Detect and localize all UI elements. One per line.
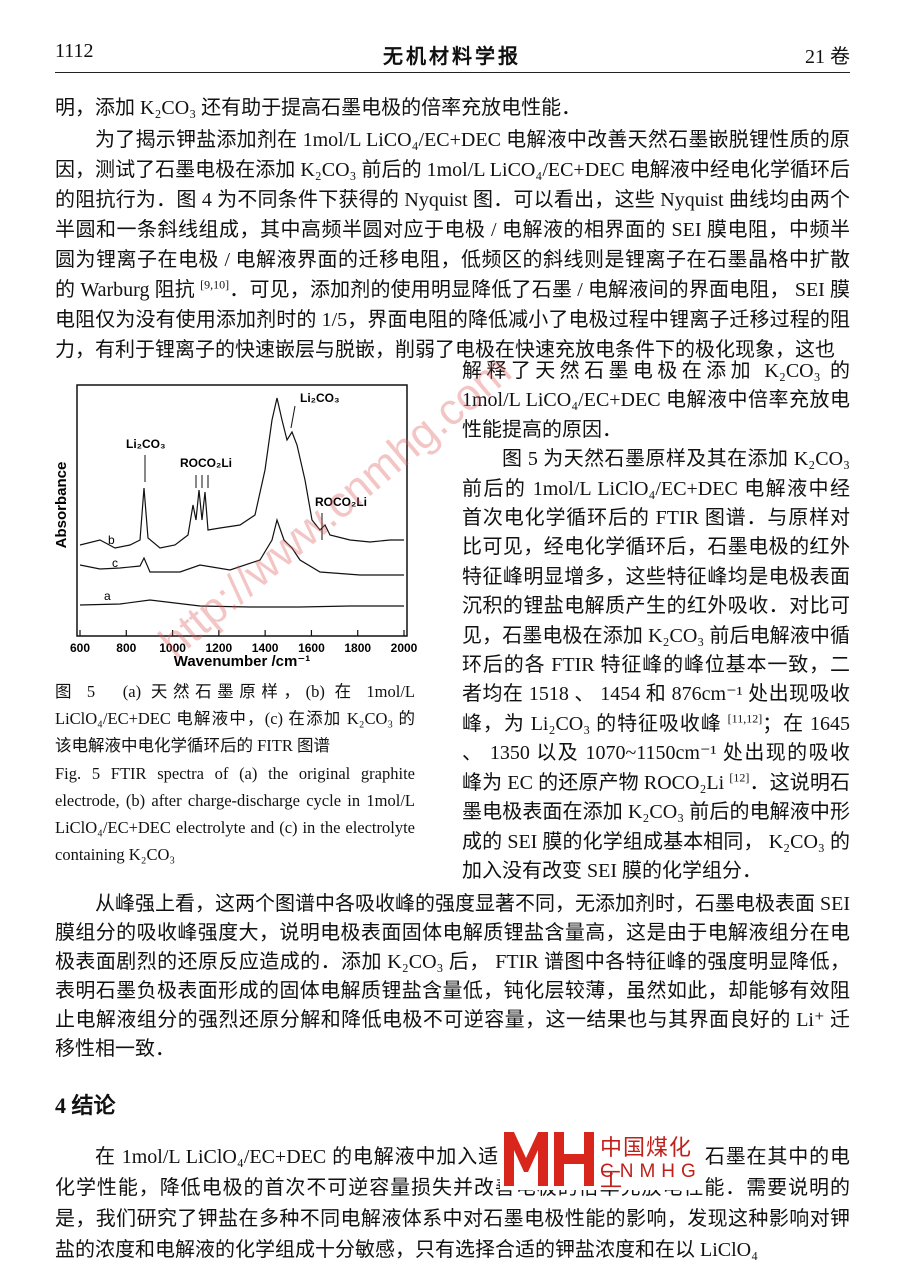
section-heading: 4 结论 [55,1093,116,1118]
logo-code: CNMHG [600,1161,702,1182]
curve-label: a [104,589,111,603]
header-rule [55,72,850,73]
curve-label: b [108,533,115,547]
paragraph: 解释了天然石墨电极在添加 K₂CO₃ 的 1mol/L LiCO₄/EC+DEC… [462,360,850,441]
peak-annotation: ROCO₂Li [180,456,232,470]
page-number: 1112 [55,40,94,62]
text: ．可见，添加剂的使用明显降低了石墨 / 电解液间的界面电阻， SEI 膜电阻仅为… [55,279,850,361]
x-tick-label: 800 [116,641,136,655]
reference: [9,10] [200,277,230,292]
right-column: 解释了天然石墨电极在添加 K₂CO₃ 的 1mol/L LiCO₄/EC+DEC… [462,357,850,886]
x-tick-label: 600 [70,641,90,655]
volume: 21 卷 [805,46,850,68]
x-tick-label: 1600 [298,641,325,655]
text: 图 5 为天然石墨原样及其在添加 K₂CO₃ 前后的 1mol/L LiClO₄… [462,448,850,735]
x-tick-label: 1000 [159,641,186,655]
text: ．这说明石墨电极表面在添加 K₂CO₃ 前后的电解液中形成的 SEI 膜的化学组… [462,771,851,882]
peak-annotation: Li₂CO₃ [300,391,340,405]
logo-mark [504,1132,594,1186]
text: 在 1mol/L LiClO₄/EC+DEC 的电解液中加入适 [95,1146,499,1168]
peak-annotation: ROCO₂Li [315,495,367,509]
reference: [11,12] [727,711,763,726]
journal-name: 无机材料学报 [383,46,521,68]
ftir-chart: 600 800 1000 1200 1400 1600 1800 2000 b c a Li₂… [53,384,418,670]
spectrum-c [79,517,404,576]
paragraph: 在 1mol/L LiClO₄/EC+DEC 的电解液中加入适 石墨在其中的电化学… [55,1142,850,1266]
caption-zh: 图 5 (a) 天然石墨原样，(b) 在 1mol/L LiClO₄/EC+DE… [55,682,415,755]
peak-annotation: Li₂CO₃ [126,437,166,451]
text: ；在 1645 、 1350 以及 1070~1150cm⁻¹ 处出现的吸收峰为… [462,712,850,794]
annotation-line [290,405,296,429]
plot-frame [76,384,408,637]
x-axis-label: Wavenumber /cm⁻¹ [174,653,311,670]
logo-name: 中国煤化工 [600,1135,693,1192]
logo: 中国煤化工 CNMHG [500,1128,705,1192]
paragraph: 明，添加 K₂CO₃ 还有助于提高石墨电极的倍率充放电性能． [55,97,582,119]
y-axis-label: Absorbance [53,462,70,549]
reference: [12] [729,770,750,785]
spectrum-a [79,599,404,608]
x-tick-label: 2000 [391,641,418,655]
text: 为了揭示钾盐添加剂在 1mol/L LiCO₄/EC+DEC 电解液中改善天然石… [55,129,850,301]
paragraph: 图 5 为天然石墨原样及其在添加 K₂CO₃ 前后的 1mol/L LiClO₄… [462,445,850,886]
paragraph: 为了揭示钾盐添加剂在 1mol/L LiCO₄/EC+DEC 电解液中改善天然石… [55,125,850,365]
x-tick-label: 1400 [252,641,279,655]
x-tick-label: 1200 [206,641,233,655]
caption-en: Fig. 5 FTIR spectra of (a) the original … [55,764,415,864]
curve-label: c [112,556,118,570]
paragraph: 从峰强上看，这两个图谱中各吸收峰的强度显著不同，无添加剂时，石墨电极表面 SEI… [55,893,850,1060]
x-tick-label: 1800 [344,641,371,655]
